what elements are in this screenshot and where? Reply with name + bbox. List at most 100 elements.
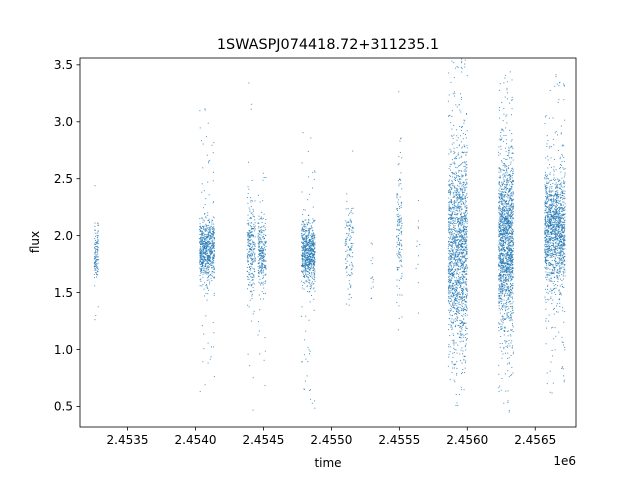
- data-point: [200, 236, 202, 238]
- data-point: [456, 139, 458, 141]
- data-point: [263, 293, 265, 295]
- data-point: [466, 75, 468, 77]
- data-point: [456, 314, 458, 316]
- data-point: [466, 333, 468, 335]
- data-point: [261, 264, 263, 266]
- data-point: [209, 246, 211, 248]
- data-point: [254, 245, 256, 247]
- data-point: [200, 253, 202, 255]
- data-point: [454, 174, 456, 176]
- data-point: [498, 212, 500, 214]
- data-point: [448, 302, 450, 304]
- data-point: [248, 306, 250, 308]
- data-point: [211, 221, 213, 223]
- data-point: [453, 339, 455, 341]
- data-point: [498, 265, 500, 267]
- data-point: [463, 122, 465, 124]
- data-point: [454, 225, 456, 227]
- data-point: [398, 252, 400, 254]
- data-point: [199, 110, 201, 112]
- data-point: [344, 227, 346, 229]
- data-point: [466, 306, 468, 308]
- data-point: [94, 239, 96, 241]
- data-point: [457, 325, 459, 327]
- data-point: [451, 272, 453, 274]
- data-point: [303, 247, 305, 249]
- data-point: [212, 171, 214, 173]
- data-point: [498, 193, 500, 195]
- data-point: [462, 198, 464, 200]
- data-point: [460, 197, 462, 199]
- data-point: [457, 175, 459, 177]
- data-point: [311, 267, 313, 269]
- data-point: [457, 239, 459, 241]
- data-point: [213, 239, 215, 241]
- data-point: [313, 232, 315, 234]
- data-point: [450, 214, 452, 216]
- data-point: [499, 168, 501, 170]
- data-point: [208, 236, 210, 238]
- data-point: [511, 347, 513, 349]
- data-point: [460, 288, 462, 290]
- data-point: [201, 262, 203, 264]
- data-point: [251, 293, 253, 295]
- data-point: [462, 273, 464, 275]
- data-point: [455, 242, 457, 244]
- data-point: [507, 150, 509, 152]
- data-point: [202, 248, 204, 250]
- data-point: [465, 200, 467, 202]
- data-point: [213, 241, 215, 243]
- data-point: [263, 177, 265, 179]
- chart-title: 1SWASPJ074418.72+311235.1: [217, 37, 439, 53]
- data-point: [466, 183, 468, 185]
- data-point: [204, 263, 206, 265]
- data-point: [451, 268, 453, 270]
- data-point: [504, 305, 506, 307]
- data-point: [502, 290, 504, 292]
- data-point: [252, 228, 254, 230]
- data-point: [512, 208, 514, 210]
- data-point: [213, 249, 215, 251]
- data-point: [211, 267, 213, 269]
- data-point: [449, 228, 451, 230]
- data-point: [507, 205, 509, 207]
- data-point: [310, 259, 312, 261]
- data-point: [509, 196, 511, 198]
- data-point: [452, 288, 454, 290]
- data-point: [250, 248, 252, 250]
- data-point: [207, 241, 209, 243]
- data-point: [250, 276, 252, 278]
- data-point: [447, 269, 449, 271]
- data-point: [464, 271, 466, 273]
- data-point: [258, 250, 260, 252]
- data-point: [506, 212, 508, 214]
- data-point: [246, 248, 248, 250]
- data-point: [372, 276, 374, 278]
- data-point: [97, 253, 99, 255]
- data-point: [501, 215, 503, 217]
- data-point: [464, 260, 466, 262]
- data-point: [465, 326, 467, 328]
- data-point: [511, 108, 513, 110]
- data-point: [247, 353, 249, 355]
- data-point: [455, 268, 457, 270]
- data-point: [466, 268, 468, 270]
- data-point: [451, 223, 453, 225]
- data-point: [511, 96, 513, 98]
- data-point: [511, 264, 513, 266]
- data-point: [94, 253, 96, 255]
- data-point: [397, 250, 399, 252]
- data-point: [458, 282, 460, 284]
- data-point: [448, 192, 450, 194]
- data-point: [264, 241, 266, 243]
- data-point: [204, 108, 206, 110]
- data-point: [448, 309, 450, 311]
- data-point: [94, 269, 96, 271]
- data-point: [510, 218, 512, 220]
- data-point: [506, 274, 508, 276]
- data-point: [449, 179, 451, 181]
- data-point: [505, 280, 507, 282]
- data-point: [450, 270, 452, 272]
- data-point: [352, 228, 354, 230]
- data-point: [448, 201, 450, 203]
